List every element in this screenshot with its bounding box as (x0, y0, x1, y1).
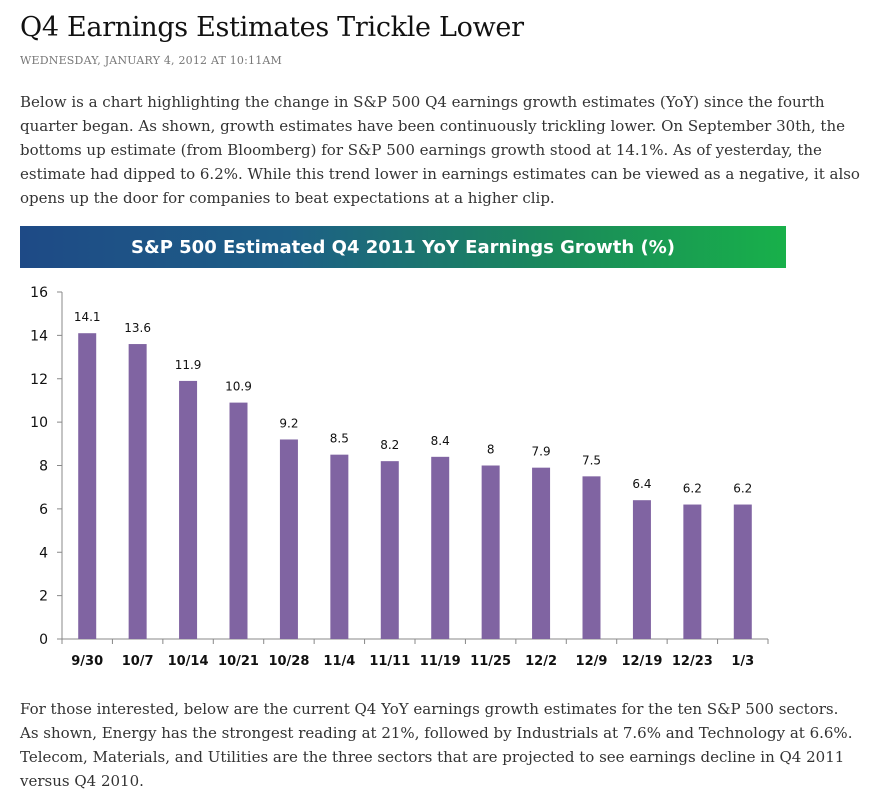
bar (279, 439, 298, 639)
bar-data-label: 8.5 (330, 432, 349, 446)
article-dateline: WEDNESDAY, JANUARY 4, 2012 AT 10:11AM (20, 54, 283, 67)
x-tick-label: 10/14 (168, 654, 209, 669)
sector-paragraph: For those interested, below are the curr… (20, 700, 853, 790)
y-tick-label: 6 (39, 502, 48, 518)
x-tick-label: 11/25 (470, 654, 511, 669)
y-tick-label: 8 (39, 459, 48, 475)
bar-data-label: 8 (487, 443, 495, 457)
x-tick-label: 1/3 (731, 654, 754, 669)
bar-data-label: 11.9 (175, 358, 202, 372)
bar (78, 333, 97, 639)
x-tick-label: 12/23 (672, 654, 713, 669)
bar (733, 504, 752, 639)
y-tick-label: 14 (30, 328, 48, 344)
y-tick-label: 10 (30, 415, 48, 431)
bar-data-label: 9.2 (279, 416, 298, 430)
bar (330, 454, 349, 639)
chart-title: S&P 500 Estimated Q4 2011 YoY Earnings G… (131, 236, 675, 258)
bar (532, 467, 551, 639)
bar (683, 504, 702, 639)
bar-data-label: 8.2 (380, 438, 399, 452)
article-title: Q4 Earnings Estimates Trickle Lower (20, 12, 524, 43)
y-tick-label: 16 (30, 285, 48, 301)
chart-title-banner: S&P 500 Estimated Q4 2011 YoY Earnings G… (20, 226, 786, 268)
earnings-bar-chart: 0 2 4 6 8 10 12 14 16 14.1 9/30 13.6 10/7 11.9 10/14 10… (30, 285, 769, 669)
x-tick-label: 10/21 (218, 654, 259, 669)
x-tick-label: 10/7 (122, 654, 154, 669)
bar (431, 456, 450, 639)
bar-data-label: 6.2 (733, 482, 752, 496)
x-tick-label: 9/30 (71, 654, 103, 669)
x-tick-label: 11/4 (323, 654, 355, 669)
bar (481, 465, 500, 639)
x-tick-label: 12/19 (621, 654, 662, 669)
y-tick-label: 12 (30, 372, 48, 388)
intro-paragraph: Below is a chart highlighting the change… (20, 93, 860, 207)
bar-data-label: 8.4 (431, 434, 450, 448)
bar (128, 344, 147, 639)
bar-data-label: 10.9 (225, 380, 252, 394)
bar (380, 461, 399, 639)
y-tick-label: 0 (39, 632, 48, 648)
y-tick-label: 2 (39, 589, 48, 605)
bar-data-label: 13.6 (124, 321, 151, 335)
bar-data-label: 14.1 (74, 310, 101, 324)
x-tick-label: 11/19 (420, 654, 461, 669)
x-tick-label: 11/11 (369, 654, 410, 669)
y-tick-label: 4 (39, 545, 48, 561)
x-tick-label: 12/9 (576, 654, 608, 669)
x-tick-label: 10/28 (268, 654, 309, 669)
bar-data-label: 7.9 (532, 445, 551, 459)
bar (179, 380, 198, 639)
bar-data-label: 6.2 (683, 482, 702, 496)
bar (582, 476, 601, 639)
bar (632, 500, 651, 639)
x-tick-label: 12/2 (525, 654, 557, 669)
bar-data-label: 6.4 (632, 477, 651, 491)
bar (229, 402, 248, 639)
bar-data-label: 7.5 (582, 453, 601, 467)
